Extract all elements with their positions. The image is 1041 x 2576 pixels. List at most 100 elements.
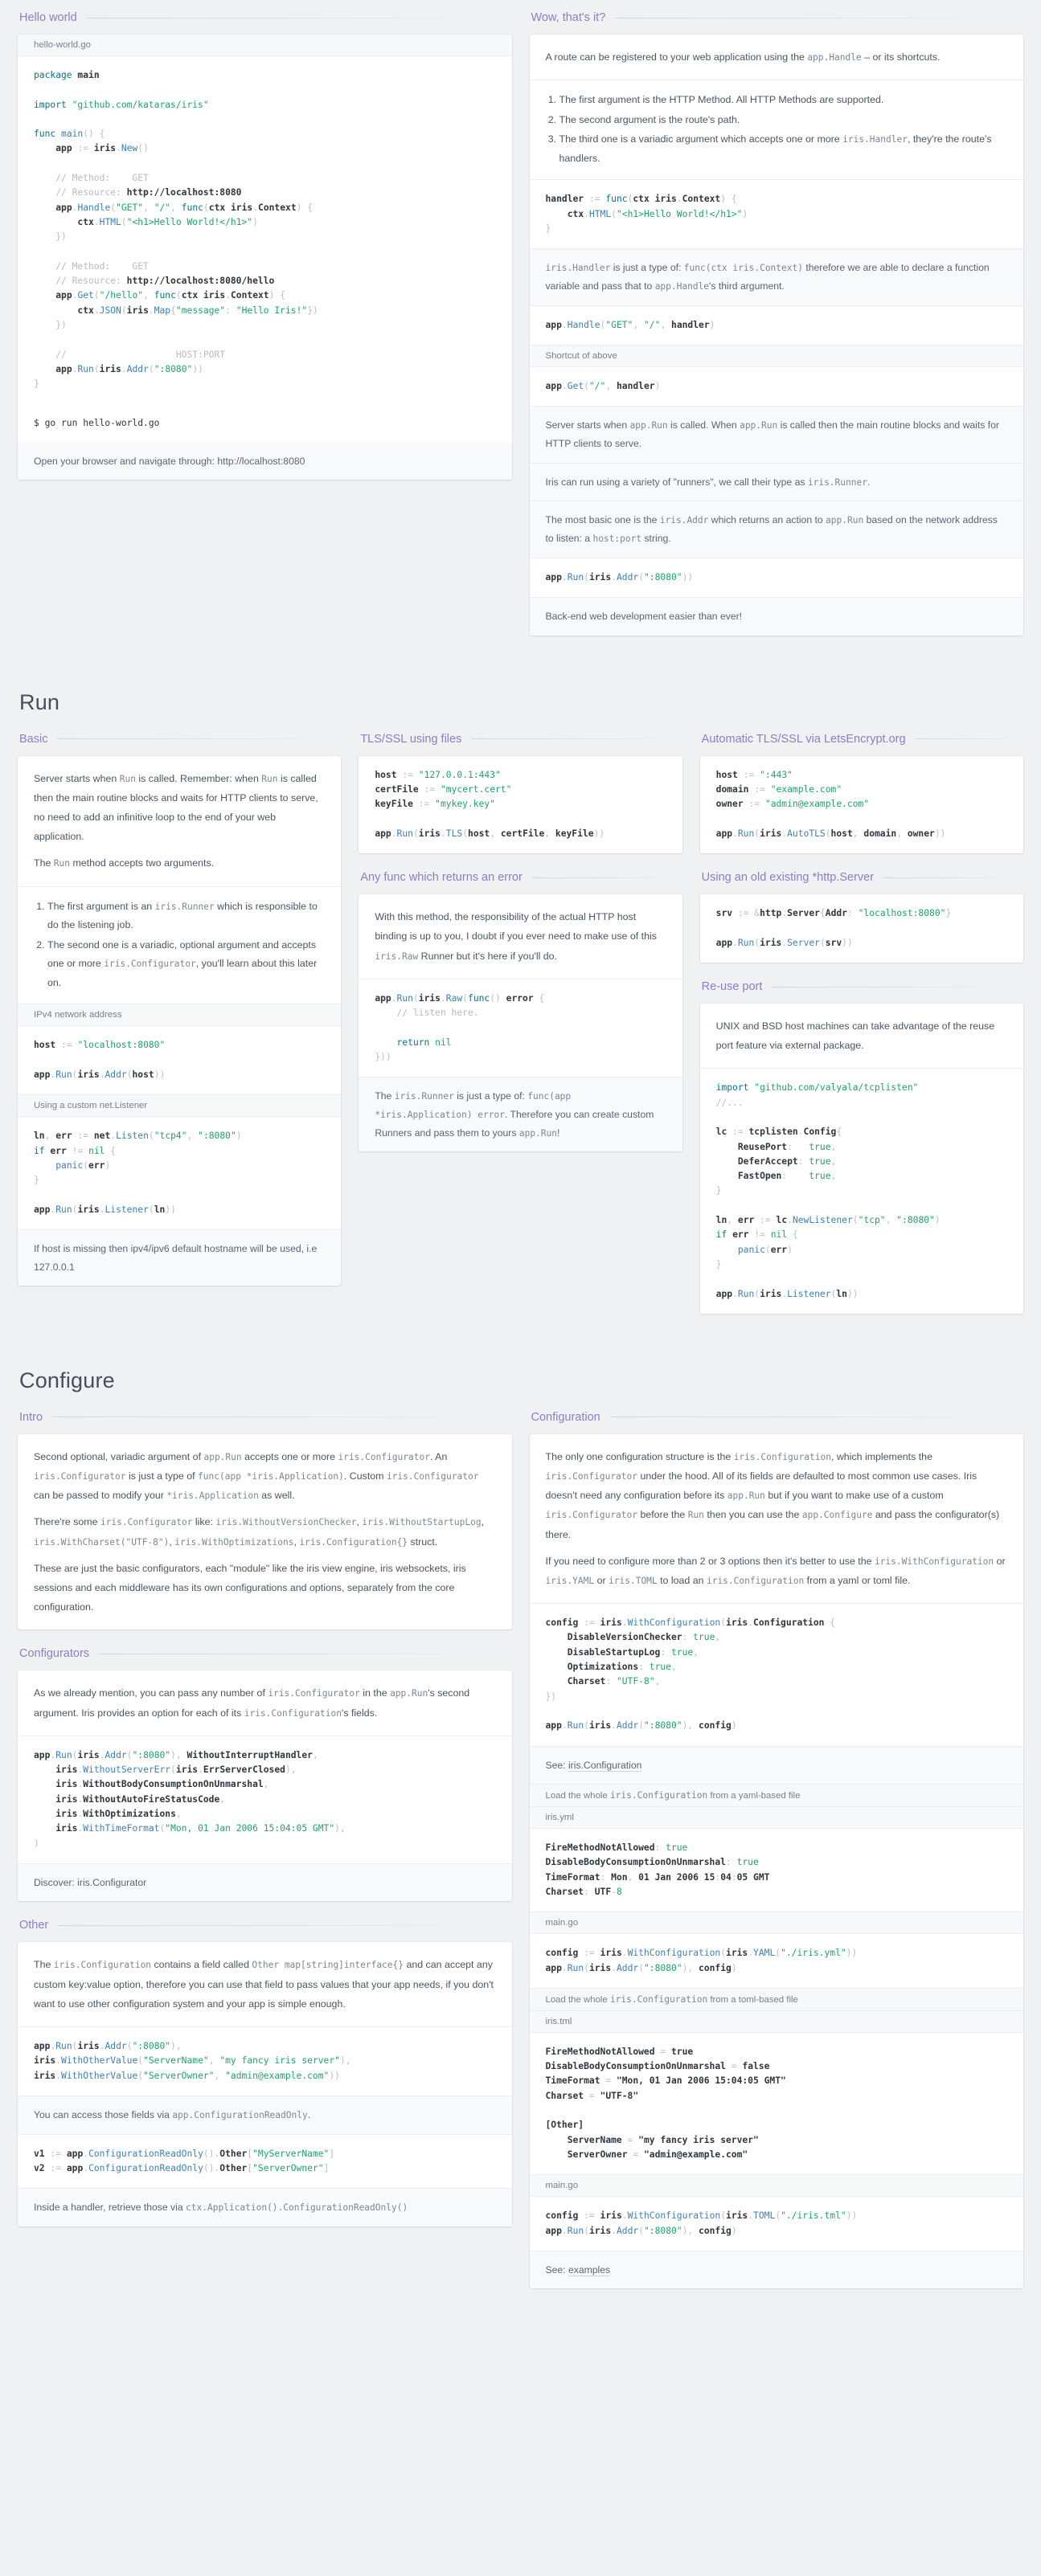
- inline-code-iris-configurator: iris.Configurator: [100, 1517, 193, 1528]
- inline-code-iris-runner: iris.Runner: [394, 1091, 454, 1102]
- tls-code: host := "127.0.0.1:443" certFile := "myc…: [359, 755, 682, 854]
- configurators-p1: As we already mention, you can pass any …: [34, 1687, 470, 1719]
- link-iris-configuration[interactable]: iris.Configuration: [568, 1759, 642, 1772]
- wow-code-run-addr: app.Run(iris.Addr(":8080")): [529, 558, 1023, 599]
- heading-rule: [883, 877, 1023, 878]
- inline-code-configuration-readonly: app.ConfigurationReadOnly: [172, 2109, 308, 2120]
- hello-world-code: package main import "github.com/kataras/…: [18, 56, 512, 404]
- section-title: Any func which returns an error: [360, 871, 523, 885]
- configuration-code-struct: config := iris.WithConfiguration(iris.Co…: [529, 1604, 1023, 1747]
- inline-code-app-handle: app.Handle: [807, 52, 862, 63]
- tls-heading: TLS/SSL using files: [360, 733, 682, 746]
- run-tls-column: TLS/SSL using files host := "127.0.0.1:4…: [359, 733, 682, 1170]
- shell-command: $ go run hello-world.go: [18, 403, 512, 443]
- configuration-intro: The only one configuration structure is …: [529, 1434, 1023, 1605]
- other-mid-note: You can access those fields via app.Conf…: [18, 2096, 512, 2135]
- wow-note-runners: Iris can run using a variety of "runners…: [529, 463, 1023, 502]
- other-footer: Inside a handler, retrieve those via ctx…: [18, 2189, 512, 2226]
- inline-code-iris-yaml: iris.YAML: [545, 1575, 595, 1586]
- autotls-heading: Automatic TLS/SSL via LetsEncrypt.org: [702, 733, 1023, 746]
- listener-label: Using a custom net.Listener: [18, 1095, 342, 1118]
- run-row: Basic Server starts when Run is called. …: [18, 733, 1023, 1331]
- basic-intro: Server starts when Run is called. Rememb…: [18, 756, 342, 887]
- reuse-intro: UNIX and BSD host machines can take adva…: [699, 1004, 1023, 1069]
- list-item: The second one is a variadic, optional a…: [47, 936, 323, 993]
- section-title: Hello world: [19, 11, 77, 24]
- inline-code-app-run: app.Run: [826, 515, 864, 526]
- inline-code-iris-raw: iris.Raw: [375, 951, 419, 962]
- basic-card: Server starts when Run is called. Rememb…: [18, 755, 342, 1286]
- basic-footer: If host is missing then ipv4/ipv6 defaul…: [18, 1230, 342, 1286]
- inline-code-func-app: func(app *iris.Application): [198, 1471, 344, 1482]
- inline-code-iris-configuration: iris.Configuration: [733, 1451, 831, 1462]
- wow-handler-code: handler := func(ctx iris.Context) { ctx.…: [529, 180, 1023, 250]
- heading-rule: [471, 738, 682, 740]
- heading-rule: [58, 1924, 512, 1926]
- shortcut-label: Shortcut of above: [529, 346, 1023, 368]
- inline-code-without-startup-log: iris.WithoutStartupLog: [362, 1517, 482, 1528]
- inline-code-iris-handler: iris.Handler: [545, 263, 611, 274]
- section-title: Wow, that's it?: [531, 11, 606, 24]
- oldserver-card: srv := &http.Server{Addr: "localhost:808…: [699, 894, 1023, 963]
- wow-code-handle: app.Handle("GET", "/", handler): [529, 305, 1023, 346]
- inline-code-iris-configurator: iris.Configurator: [268, 1688, 360, 1699]
- inline-code-iris-application: *iris.Application: [166, 1490, 259, 1502]
- inline-code-ctx-application: ctx.Application().ConfigurationReadOnly(…: [186, 2202, 408, 2214]
- configure-right-column: Configuration The only one configuration…: [529, 1411, 1023, 2307]
- configurators-card: As we already mention, you can pass any …: [18, 1670, 512, 1902]
- inline-code-without-version-checker: iris.WithoutVersionChecker: [215, 1517, 357, 1528]
- documentation-page: Hello world hello-world.go package main …: [0, 0, 1041, 2338]
- toml-load-label: Load the whole iris.Configuration from a…: [529, 1988, 1023, 2011]
- run-basic-column: Basic Server starts when Run is called. …: [18, 733, 342, 1304]
- link-examples[interactable]: examples: [568, 2263, 611, 2276]
- basic-code-addr: host := "localhost:8080" app.Run(iris.Ad…: [18, 1026, 342, 1096]
- inline-code-iris-toml: iris.TOML: [609, 1575, 658, 1586]
- section-title: Configurators: [19, 1647, 90, 1661]
- configure-section-title: Configure: [19, 1368, 115, 1392]
- configuration-heading: Configuration: [531, 1411, 1023, 1424]
- heading-rule: [915, 738, 1023, 740]
- section-title: Automatic TLS/SSL via LetsEncrypt.org: [701, 732, 906, 746]
- inline-code-iris-configuration: iris.Configuration: [609, 1790, 708, 1801]
- intro-p2: There're some iris.Configurator like: ir…: [34, 1516, 485, 1548]
- main-go-label-1: main.go: [529, 1912, 1023, 1935]
- hello-world-column: Hello world hello-world.go package main …: [18, 11, 512, 497]
- toml-code: FireMethodNotAllowed = true DisableBodyC…: [529, 2032, 1023, 2176]
- configuration-card: The only one configuration structure is …: [529, 1433, 1023, 2289]
- configuration-see-1: See: iris.Configuration: [529, 1746, 1023, 1785]
- hello-world-heading: Hello world: [19, 11, 512, 24]
- configure-left-column: Intro Second optional, variadic argument…: [18, 1411, 512, 2244]
- wow-note-handler-type: iris.Handler is just a type of: func(ctx…: [529, 249, 1023, 306]
- ipv4-label: IPv4 network address: [18, 1004, 342, 1027]
- wow-note-addr: The most basic one is the iris.Addr whic…: [529, 501, 1023, 558]
- section-title: Using an old existing *http.Server: [701, 871, 875, 885]
- anyfunc-card: With this method, the responsibility of …: [359, 894, 682, 1152]
- inline-code-iris-runner: iris.Runner: [807, 476, 867, 488]
- inline-code-iris-configurator: iris.Configurator: [386, 1471, 479, 1482]
- reuse-p1: UNIX and BSD host machines can take adva…: [715, 1020, 995, 1052]
- basic-heading: Basic: [19, 733, 342, 746]
- inline-code-app-configure: app.Configure: [801, 1510, 873, 1521]
- inline-code-run: Run: [119, 773, 136, 784]
- configurators-intro: As we already mention, you can pass any …: [18, 1670, 512, 1736]
- inline-code-run: Run: [53, 858, 71, 869]
- wow-heading: Wow, that's it?: [531, 11, 1023, 24]
- other-intro: The iris.Configuration contains a field …: [18, 1942, 512, 2027]
- wow-card: A route can be registered to your web ap…: [529, 35, 1023, 636]
- wow-footer: Back-end web development easier than eve…: [529, 598, 1023, 636]
- inline-code-with-charset: iris.WithCharset("UTF-8"): [34, 1536, 170, 1548]
- reuse-card: UNIX and BSD host machines can take adva…: [699, 1004, 1023, 1314]
- yaml-filename-label: iris.yml: [529, 1807, 1023, 1830]
- heading-rule: [57, 738, 342, 740]
- wow-intro: A route can be registered to your web ap…: [529, 35, 1023, 81]
- wow-note-run: Server starts when app.Run is called. Wh…: [529, 407, 1023, 464]
- configuration-p2: If you need to configure more than 2 or …: [545, 1555, 1006, 1586]
- inline-code-iris-configurator: iris.Configurator: [545, 1471, 638, 1482]
- other-code-run: app.Run(iris.Addr(":8080"), iris.WithOth…: [18, 2026, 512, 2096]
- inline-code-run: Run: [687, 1510, 704, 1521]
- inline-code-run: Run: [261, 773, 278, 784]
- configurators-code: app.Run(iris.Addr(":8080"), WithoutInter…: [18, 1736, 512, 1864]
- inline-code-func-app: func(app *iris.Application) error: [375, 1091, 572, 1120]
- anyfunc-footer: The iris.Runner is just a type of: func(…: [359, 1077, 682, 1152]
- intro-prose: Second optional, variadic argument of ap…: [18, 1434, 512, 1630]
